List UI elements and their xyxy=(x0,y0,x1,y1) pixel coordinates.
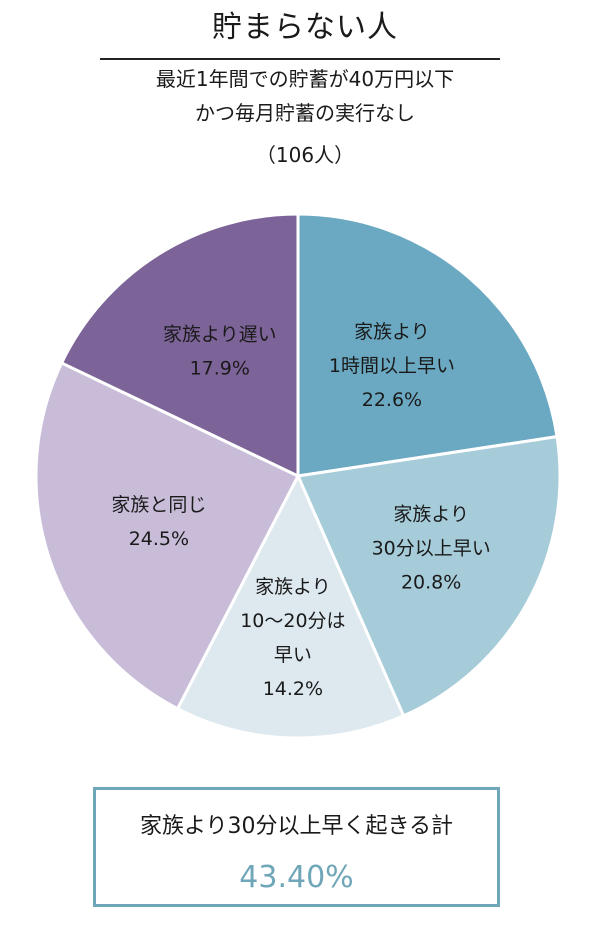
summary-box: 家族より30分以上早く起きる計 43.40% xyxy=(93,787,500,907)
slice-category-label: 家族と同じ xyxy=(111,494,206,516)
title-divider xyxy=(100,58,500,60)
slice-category-label: 30分以上早い xyxy=(372,538,491,560)
slice-category-label: 家族より遅い xyxy=(163,323,277,345)
slice-category-label: 10〜20分は xyxy=(240,610,345,632)
slice-value-label: 24.5% xyxy=(129,528,189,550)
summary-value: 43.40% xyxy=(239,860,354,895)
slice-category-label: 早い xyxy=(274,644,312,666)
pie-labels: 家族より 1時間以上早い 22.6% 家族より 30分以上早い 20.8% 家族より 10〜2… xyxy=(111,321,490,700)
slice-category-label: 1時間以上早い xyxy=(329,355,455,377)
slice-category-label: 家族より xyxy=(255,576,331,598)
pie-slice xyxy=(296,212,559,478)
pie-slices xyxy=(34,212,562,740)
slice-value-label: 14.2% xyxy=(263,678,323,700)
pie-slice xyxy=(175,472,406,740)
slice-value-label: 20.8% xyxy=(401,572,461,594)
summary-label: 家族より30分以上早く起きる計 xyxy=(139,814,454,839)
slice-value-label: 22.6% xyxy=(362,389,422,411)
subtitle-line-1: 最近1年間での貯蓄が40万円以下 xyxy=(155,67,455,91)
sample-size: （106人） xyxy=(255,143,355,167)
pie-slice xyxy=(295,434,562,718)
pie-chart: 家族より 1時間以上早い 22.6% 家族より 30分以上早い 20.8% 家族より 10〜2… xyxy=(34,212,562,740)
slice-value-label: 17.9% xyxy=(190,357,250,379)
slice-category-label: 家族より xyxy=(393,504,469,526)
pie-slice xyxy=(34,360,301,711)
subtitle-line-2: かつ毎月貯蓄の実行なし xyxy=(195,101,415,125)
pie-slice xyxy=(59,212,300,479)
slice-category-label: 家族より xyxy=(354,321,430,343)
chart-title: 貯まらない人 xyxy=(212,10,398,45)
